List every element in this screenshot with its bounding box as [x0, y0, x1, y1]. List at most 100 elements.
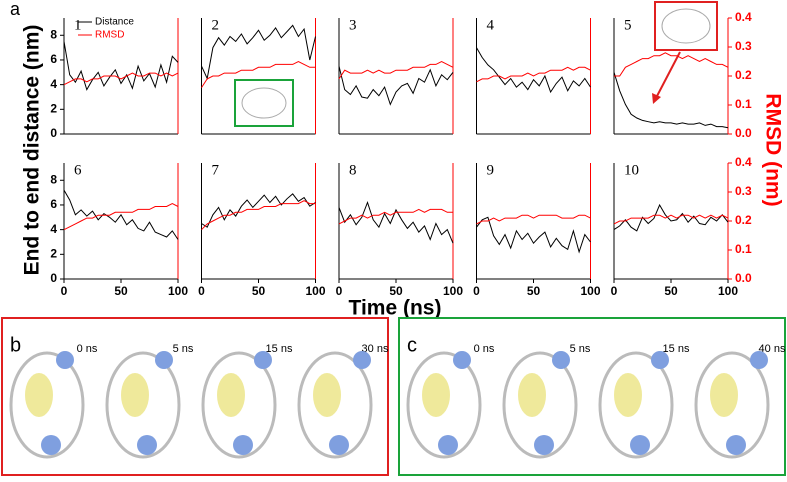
series-line — [338, 65, 454, 106]
structure-ribbon — [201, 351, 277, 459]
inset-structure — [661, 8, 711, 44]
series-line — [63, 41, 179, 91]
structure-core — [710, 373, 738, 417]
panel-label: a — [10, 0, 21, 19]
panel-number: 3 — [349, 17, 357, 33]
panel-number: 4 — [487, 17, 495, 33]
time-label: 40 ns — [759, 343, 786, 355]
series-line — [338, 60, 454, 80]
panel-number: 2 — [212, 17, 220, 33]
structure-ribbon — [502, 351, 578, 459]
y2-tick-label: 0.4 — [735, 155, 752, 169]
structure-atoms — [726, 435, 746, 455]
x-tick-label: 0 — [611, 284, 618, 298]
y-tick-label: 4 — [50, 77, 57, 91]
time-label: 0 ns — [474, 343, 495, 355]
structure-core — [422, 373, 450, 417]
series-line — [476, 47, 591, 94]
series-line — [201, 24, 316, 81]
series-line — [338, 208, 453, 225]
structure-atoms — [353, 351, 371, 369]
legend-label: Distance — [95, 17, 134, 28]
x-tick-label: 0 — [198, 284, 205, 298]
series-line — [613, 203, 729, 232]
y-tick-label: 0 — [50, 126, 57, 140]
x-tick-label: 100 — [443, 284, 463, 298]
structure-core — [121, 373, 149, 417]
structure-atoms — [56, 351, 74, 369]
series-line — [338, 201, 454, 244]
panel-number: 10 — [624, 162, 639, 178]
structure-atoms — [41, 435, 61, 455]
structure-core — [313, 373, 341, 417]
series-line — [476, 66, 591, 83]
x-tick-label: 0 — [473, 284, 480, 298]
x-tick-label: 100 — [168, 284, 188, 298]
inset-box — [234, 79, 294, 127]
structure-core — [518, 373, 546, 417]
y-axis-title: End to end distance (nm) — [21, 25, 44, 276]
panel-number: 9 — [487, 162, 495, 178]
panel-number: 8 — [349, 162, 357, 178]
structure-atoms — [137, 435, 157, 455]
arrow — [655, 51, 681, 99]
arrow-head — [652, 93, 661, 104]
time-label: 15 ns — [663, 343, 690, 355]
y-tick-label: 8 — [50, 27, 57, 41]
time-label: 0 ns — [77, 343, 98, 355]
structure-ribbon — [297, 351, 373, 459]
x-tick-label: 100 — [305, 284, 325, 298]
x-tick-label: 50 — [527, 284, 541, 298]
structure-ribbon — [598, 351, 674, 459]
y2-tick-label: 0.2 — [735, 213, 752, 227]
inset-box — [654, 1, 718, 51]
y2-tick-label: 0.3 — [735, 184, 752, 198]
structure-core — [25, 373, 53, 417]
structure-atoms — [750, 351, 768, 369]
series-line — [201, 200, 316, 231]
x-tick-label: 0 — [336, 284, 343, 298]
x-tick-label: 50 — [252, 284, 266, 298]
y2-tick-label: 0.0 — [735, 271, 752, 285]
x-tick-label: 0 — [61, 284, 68, 298]
series-line — [476, 216, 591, 254]
x-axis-title: Time (ns) — [349, 297, 442, 320]
x-tick-label: 50 — [664, 284, 678, 298]
series-line — [614, 52, 729, 77]
x-tick-label: 100 — [718, 284, 738, 298]
y-tick-label: 4 — [50, 222, 57, 236]
structure-atoms — [233, 435, 253, 455]
y-tick-label: 8 — [50, 172, 57, 186]
x-tick-label: 50 — [389, 284, 403, 298]
panel-number: 7 — [212, 162, 220, 178]
structure-core — [614, 373, 642, 417]
series-line — [63, 189, 179, 240]
structure-atoms — [630, 435, 650, 455]
panel-box — [1, 317, 389, 476]
y-tick-label: 6 — [50, 52, 57, 66]
y-tick-label: 2 — [50, 246, 57, 260]
series-line — [201, 193, 316, 228]
y2-tick-label: 0.0 — [735, 126, 752, 140]
legend-label: RMSD — [95, 30, 124, 41]
series-line — [63, 72, 179, 86]
time-label: 5 ns — [173, 343, 194, 355]
panel-label: b — [10, 334, 21, 356]
series-line — [613, 214, 729, 225]
series-line — [63, 203, 179, 231]
panel-label: c — [407, 334, 417, 356]
structures: b 0 ns 5 ns 15 ns 30 ns c 0 ns 5 ns 15 ns 40 ns — [9, 334, 786, 459]
panel-number: 6 — [74, 162, 82, 178]
structure-atoms — [534, 435, 554, 455]
y2-tick-label: 0.3 — [735, 39, 752, 53]
series-line — [201, 60, 316, 88]
structure-atoms — [438, 435, 458, 455]
structure-core — [217, 373, 245, 417]
x-tick-label: 100 — [580, 284, 600, 298]
y-tick-label: 2 — [50, 101, 57, 115]
series-line — [476, 214, 591, 225]
y2-tick-label: 0.1 — [735, 242, 752, 256]
y2-axis-title: RMSD (nm) — [761, 93, 784, 206]
panel-number: 5 — [624, 17, 632, 33]
